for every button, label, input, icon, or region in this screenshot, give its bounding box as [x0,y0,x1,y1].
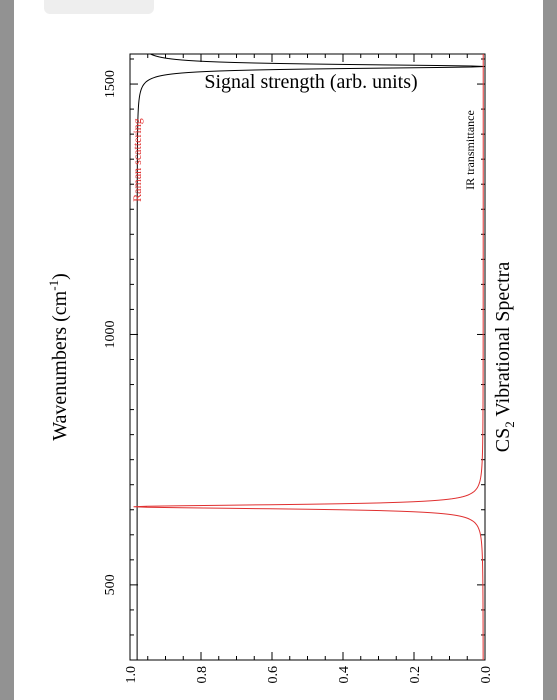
y-tick-label: 1.0 [124,666,139,684]
x-tick-label: 1500 [103,70,118,98]
chart-title: CS2 Vibrational Spectra [492,262,517,453]
series-label-raman: Raman scattering [130,118,144,202]
tick-labels: 500 1000 1500 0.0 0.2 0.4 0.6 0.8 1.0 [103,70,494,683]
top-tab [44,0,154,14]
x-tick-label: 1000 [103,320,118,348]
y-tick-label: 0.8 [195,666,210,684]
x-tick-label: 500 [103,574,118,595]
series-line-ir-transmittance [136,53,486,660]
y-tick-label: 0.6 [266,666,281,684]
y-tick-label: 0.0 [479,666,494,684]
spectrum-chart: 500 1000 1500 0.0 0.2 0.4 0.6 0.8 1.0 CS2 Vibrat… [46,53,517,684]
series-line-raman-scattering [133,54,484,660]
page: 500 1000 1500 0.0 0.2 0.4 0.6 0.8 1.0 CS2 Vibrat… [14,0,543,700]
y-tick-label: 0.4 [337,666,352,684]
tick-marks [129,54,486,660]
y-tick-label: 0.2 [408,666,423,684]
plot-frame [129,53,486,661]
x-axis-title: Wavenumbers (cm-1) [46,273,71,441]
series-lines [133,53,486,660]
series-label-ir: IR transmittance [463,110,477,190]
y-axis-title: Signal strength (arb. units) [204,71,417,93]
